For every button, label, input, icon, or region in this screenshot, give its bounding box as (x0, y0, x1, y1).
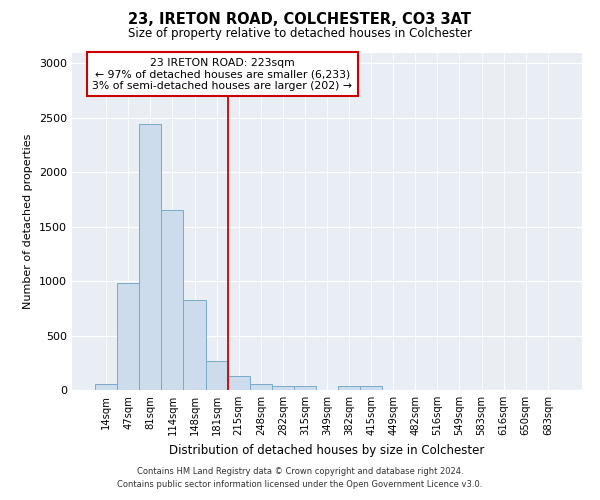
Text: Size of property relative to detached houses in Colchester: Size of property relative to detached ho… (128, 28, 472, 40)
Bar (117, 284, 139, 390)
Bar (360, 386, 382, 390)
Bar (161, 210, 184, 390)
Y-axis label: Number of detached properties: Number of detached properties (23, 134, 34, 309)
Bar (206, 360, 227, 390)
Bar (95, 384, 117, 390)
Bar (184, 300, 206, 390)
Bar (227, 376, 250, 390)
Text: Contains HM Land Registry data © Crown copyright and database right 2024.
Contai: Contains HM Land Registry data © Crown c… (118, 468, 482, 489)
Bar (294, 386, 316, 390)
Text: 23 IRETON ROAD: 223sqm
← 97% of detached houses are smaller (6,233)
3% of semi-d: 23 IRETON ROAD: 223sqm ← 97% of detached… (92, 58, 352, 91)
Bar (139, 124, 161, 390)
Bar (250, 384, 272, 390)
Text: 23, IRETON ROAD, COLCHESTER, CO3 3AT: 23, IRETON ROAD, COLCHESTER, CO3 3AT (128, 12, 472, 28)
X-axis label: Distribution of detached houses by size in Colchester: Distribution of detached houses by size … (169, 444, 485, 456)
Bar (338, 386, 360, 390)
Bar (272, 386, 294, 390)
